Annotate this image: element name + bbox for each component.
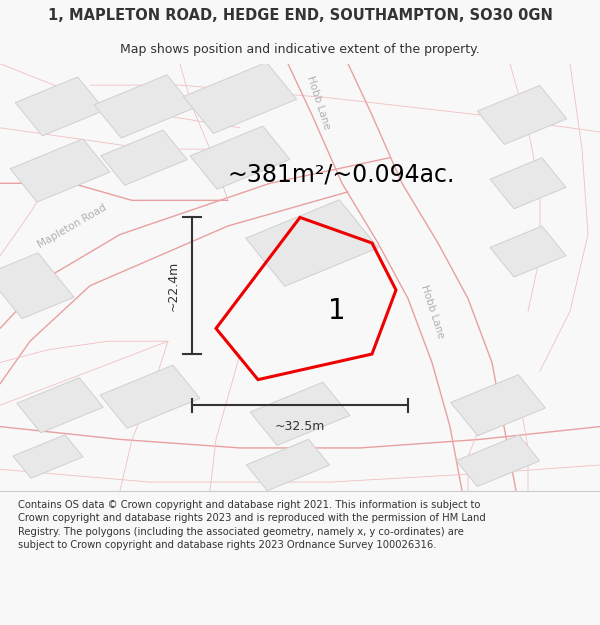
Text: ~32.5m: ~32.5m [275, 420, 325, 433]
Polygon shape [478, 86, 566, 144]
Polygon shape [101, 130, 187, 185]
Polygon shape [247, 439, 329, 491]
Polygon shape [0, 253, 74, 319]
Polygon shape [13, 435, 83, 478]
Text: Hobb Lane: Hobb Lane [305, 74, 331, 130]
Text: 1, MAPLETON ROAD, HEDGE END, SOUTHAMPTON, SO30 0GN: 1, MAPLETON ROAD, HEDGE END, SOUTHAMPTON… [47, 8, 553, 23]
Text: Mapleton Road: Mapleton Road [36, 202, 108, 250]
Text: Map shows position and indicative extent of the property.: Map shows position and indicative extent… [120, 43, 480, 56]
Polygon shape [100, 365, 200, 428]
Polygon shape [184, 62, 296, 134]
Polygon shape [94, 75, 194, 138]
Polygon shape [16, 77, 104, 136]
Polygon shape [451, 375, 545, 436]
Polygon shape [490, 226, 566, 277]
Polygon shape [17, 378, 103, 433]
Text: Hobb Lane: Hobb Lane [419, 283, 445, 339]
Polygon shape [10, 139, 110, 202]
Polygon shape [457, 435, 539, 486]
Polygon shape [250, 382, 350, 446]
Text: ~381m²/~0.094ac.: ~381m²/~0.094ac. [228, 162, 455, 187]
Polygon shape [490, 158, 566, 209]
Polygon shape [246, 200, 378, 286]
Text: ~22.4m: ~22.4m [167, 261, 180, 311]
Polygon shape [190, 126, 290, 189]
Text: Contains OS data © Crown copyright and database right 2021. This information is : Contains OS data © Crown copyright and d… [18, 500, 486, 550]
Text: 1: 1 [328, 297, 346, 324]
